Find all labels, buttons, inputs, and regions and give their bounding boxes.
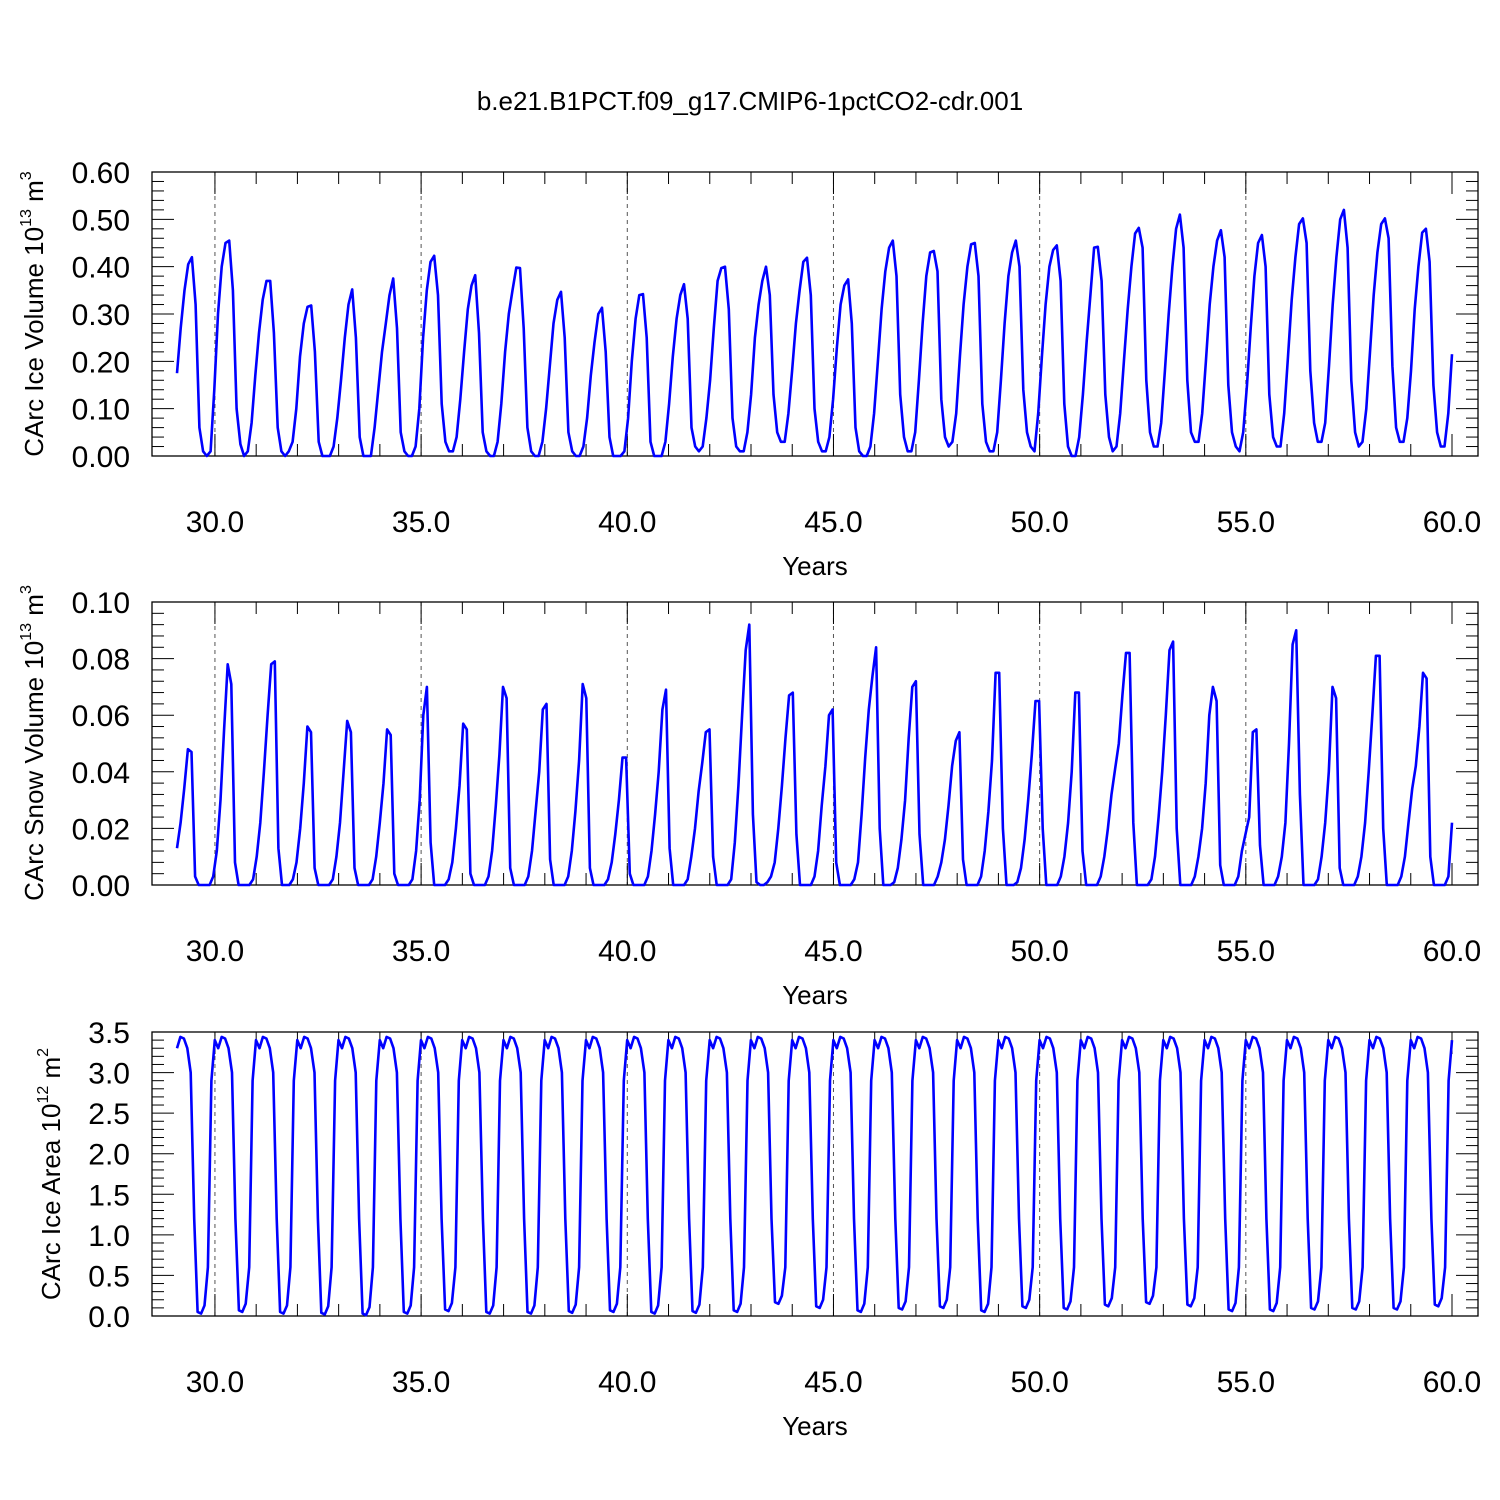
panel-1: 0.00 0.10 0.20 0.30 0.40 0.50 0.60 30.0 35.0 40.0… [18, 157, 1481, 581]
x-tick-label: 55.0 [1217, 935, 1275, 968]
x-tick-label: 60.0 [1423, 1366, 1481, 1399]
y-tick-label: 2.5 [88, 1098, 130, 1131]
y-axis-label: CArc Ice Volume 1013 m3 [18, 171, 49, 456]
y-tick-label: 0.02 [72, 813, 130, 846]
y-tick-label: 2.0 [88, 1139, 130, 1172]
x-tick-label: 60.0 [1423, 506, 1481, 539]
y-tick-label: 1.0 [88, 1220, 130, 1253]
series-line [175, 623, 1454, 887]
y-tick-label: 3.0 [88, 1058, 130, 1091]
y-tick-label: 0.40 [72, 252, 130, 285]
y-tick-label: 0.5 [88, 1260, 130, 1293]
x-tick-label: 55.0 [1217, 506, 1275, 539]
plot-frame [151, 601, 1479, 886]
y-tick-label: 0.00 [72, 870, 130, 903]
y-tick-label: 0.10 [72, 394, 130, 427]
x-tick-label: 40.0 [598, 935, 656, 968]
series-line [175, 1035, 1454, 1317]
y-tick-label: 0.0 [88, 1301, 130, 1334]
panel-3: 0.0 0.5 1.0 1.5 2.0 2.5 3.0 3.5 30.0 35.0 40.0 45.0… [35, 1017, 1481, 1441]
x-tick-label: 30.0 [186, 935, 244, 968]
y-tick-label: 0.20 [72, 346, 130, 379]
y-tick-label: 0.04 [72, 757, 130, 790]
x-axis-label: Years [782, 551, 848, 581]
x-tick-label: 35.0 [392, 935, 450, 968]
plot-frame [151, 1031, 1479, 1317]
y-tick-label: 0.06 [72, 700, 130, 733]
y-axis-label: CArc Ice Area 1012 m2 [35, 1048, 66, 1300]
series-line [175, 208, 1454, 458]
y-tick-label: 1.5 [88, 1179, 130, 1212]
x-tick-label: 50.0 [1010, 935, 1068, 968]
y-tick-label: 0.60 [72, 157, 130, 190]
y-tick-label: 0.08 [72, 644, 130, 677]
y-tick-label: 0.50 [72, 204, 130, 237]
y-tick-label: 0.30 [72, 299, 130, 332]
x-tick-label: 35.0 [392, 1366, 450, 1399]
y-axis-label: CArc Snow Volume 1013 m3 [18, 585, 49, 901]
chart-title: b.e21.B1PCT.f09_g17.CMIP6-1pctCO2-cdr.00… [477, 86, 1023, 116]
x-tick-label: 45.0 [804, 935, 862, 968]
x-tick-label: 45.0 [804, 1366, 862, 1399]
x-tick-label: 50.0 [1010, 506, 1068, 539]
x-axis-label: Years [782, 980, 848, 1010]
x-tick-label: 50.0 [1010, 1366, 1068, 1399]
x-tick-label: 30.0 [186, 506, 244, 539]
x-tick-label: 45.0 [804, 506, 862, 539]
x-tick-label: 35.0 [392, 506, 450, 539]
y-tick-label: 0.00 [72, 441, 130, 474]
x-tick-label: 40.0 [598, 506, 656, 539]
x-axis-label: Years [782, 1411, 848, 1441]
x-tick-label: 60.0 [1423, 935, 1481, 968]
x-tick-label: 30.0 [186, 1366, 244, 1399]
panel-2: 0.00 0.02 0.04 0.06 0.08 0.10 30.0 35.0 40.0 45.0… [18, 585, 1481, 1010]
chart-panels: 0.00 0.10 0.20 0.30 0.40 0.50 0.60 30.0 35.0 40.0… [18, 157, 1481, 1441]
x-tick-label: 55.0 [1217, 1366, 1275, 1399]
x-tick-label: 40.0 [598, 1366, 656, 1399]
y-tick-label: 0.10 [72, 587, 130, 620]
y-tick-label: 3.5 [88, 1017, 130, 1050]
